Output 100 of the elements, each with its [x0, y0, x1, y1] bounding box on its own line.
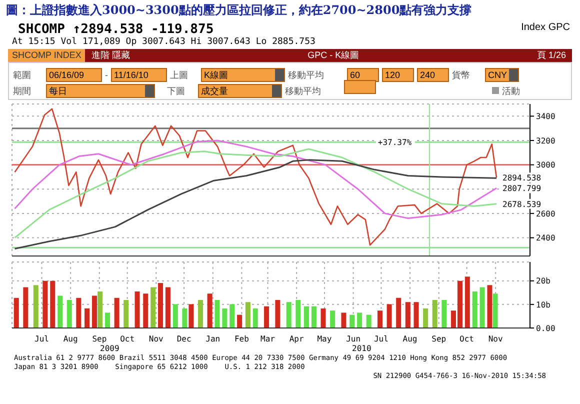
x-tick-label: Aug: [402, 334, 418, 344]
bar: [114, 298, 120, 328]
text: 下圖: [167, 85, 186, 98]
bar: [84, 308, 90, 328]
bar: [165, 287, 170, 328]
bar: [396, 298, 402, 328]
text: K線圖: [201, 68, 285, 82]
bar: [92, 296, 97, 328]
chart-subtitle: SHCOMP ↑2894.538 -119.875: [18, 22, 214, 37]
bar: [207, 294, 212, 328]
x-tick-label: Apr: [289, 334, 304, 344]
bar: [222, 308, 228, 328]
bar: [214, 300, 220, 328]
bar: [275, 300, 280, 328]
x-tick-label: Nov: [488, 334, 503, 344]
text: 移動平均: [288, 69, 325, 82]
text: 06/16/09: [46, 68, 102, 82]
bar: [320, 308, 326, 328]
text: 貨幣: [452, 69, 471, 82]
bar: [442, 300, 447, 328]
y-tick-label: 3200: [536, 136, 556, 146]
text: 頁 1/26: [536, 49, 567, 62]
bar: [66, 300, 72, 328]
bar: [423, 308, 428, 328]
x-tick-label: Sep: [92, 334, 107, 344]
text: 60: [347, 68, 379, 82]
text: 期間: [13, 85, 32, 98]
bar: [487, 285, 492, 328]
y-tick-label: 3400: [536, 112, 556, 121]
x-tick-label: Aug: [63, 334, 78, 344]
line-series: [14, 140, 498, 220]
bar: [252, 308, 258, 328]
y-tick-label: 0.00: [536, 324, 556, 333]
text: Index GPC: [521, 22, 570, 35]
annotation: 2807.799: [502, 184, 542, 194]
y-tick-label: 3000: [536, 160, 556, 170]
bar: [76, 298, 82, 328]
bar: [58, 296, 63, 328]
bar: [330, 310, 336, 328]
x-tick-label: Feb: [234, 334, 250, 344]
text: 隱藏: [112, 50, 130, 60]
bar: [350, 314, 355, 328]
annotation: 2678.539: [502, 200, 542, 209]
bar: [237, 314, 242, 328]
bar: [172, 304, 178, 328]
bar: [33, 285, 38, 328]
bar: [464, 276, 470, 328]
text: 2009: [100, 344, 120, 353]
text: 範圍: [13, 69, 32, 82]
text: 120: [382, 68, 414, 82]
bar: [311, 306, 316, 328]
bar: [405, 302, 410, 328]
line-series: [14, 108, 498, 246]
chart-title: 圖：上證指數進入3000~3300點的壓力區拉回修正，約在2700~2800點有強力支撐: [5, 2, 473, 19]
text: 2010: [352, 344, 372, 353]
bar: [42, 280, 48, 328]
bar: [230, 304, 235, 328]
text: 移動平均: [285, 85, 322, 98]
x-tick-label: Jan: [206, 334, 220, 344]
bar: [105, 312, 110, 328]
x-tick-label: Jul: [374, 334, 389, 344]
text: GPC - K線圖: [306, 49, 360, 62]
x-tick-label: Mar: [260, 334, 276, 344]
bar: [432, 300, 438, 328]
bar: [245, 302, 250, 328]
x-tick-label: Oct: [460, 334, 474, 344]
bar: [264, 306, 270, 328]
bar: [377, 310, 383, 328]
bar: [143, 294, 148, 328]
x-tick-label: Oct: [120, 334, 135, 344]
bar: [386, 304, 392, 328]
bar: [50, 280, 56, 328]
x-tick-label: Nov: [148, 334, 164, 344]
text: 240: [417, 68, 449, 82]
text: 每日: [46, 84, 155, 98]
bar: [188, 304, 194, 328]
annotation: +37.37%: [378, 138, 412, 148]
annotation: 2894.538: [502, 174, 542, 183]
text: 上圖: [170, 69, 189, 82]
text: At 15:15 Vol 171,089 Op 3007.643 Hi 3007.643 Lo 2885.753: [11, 37, 316, 49]
text: 活動: [502, 85, 520, 98]
text: 11/16/10: [111, 68, 167, 82]
x-tick-label: May: [317, 334, 332, 344]
y-tick-label: 2600: [536, 209, 556, 218]
bar: [150, 287, 156, 328]
line-series: [14, 159, 498, 250]
bar: [304, 306, 310, 328]
x-tick-label: Dec: [176, 334, 192, 344]
bar: [124, 300, 129, 328]
text: 進階: [91, 50, 110, 60]
text: -: [105, 70, 108, 80]
bar: [480, 287, 485, 328]
bar: [98, 291, 103, 328]
bar: [366, 314, 372, 328]
y-tick-label: 10b: [536, 300, 551, 310]
bar: [14, 298, 19, 328]
x-tick-label: Sep: [432, 334, 446, 344]
bar: [198, 300, 204, 328]
bar: [134, 291, 140, 328]
bar: [182, 308, 188, 328]
